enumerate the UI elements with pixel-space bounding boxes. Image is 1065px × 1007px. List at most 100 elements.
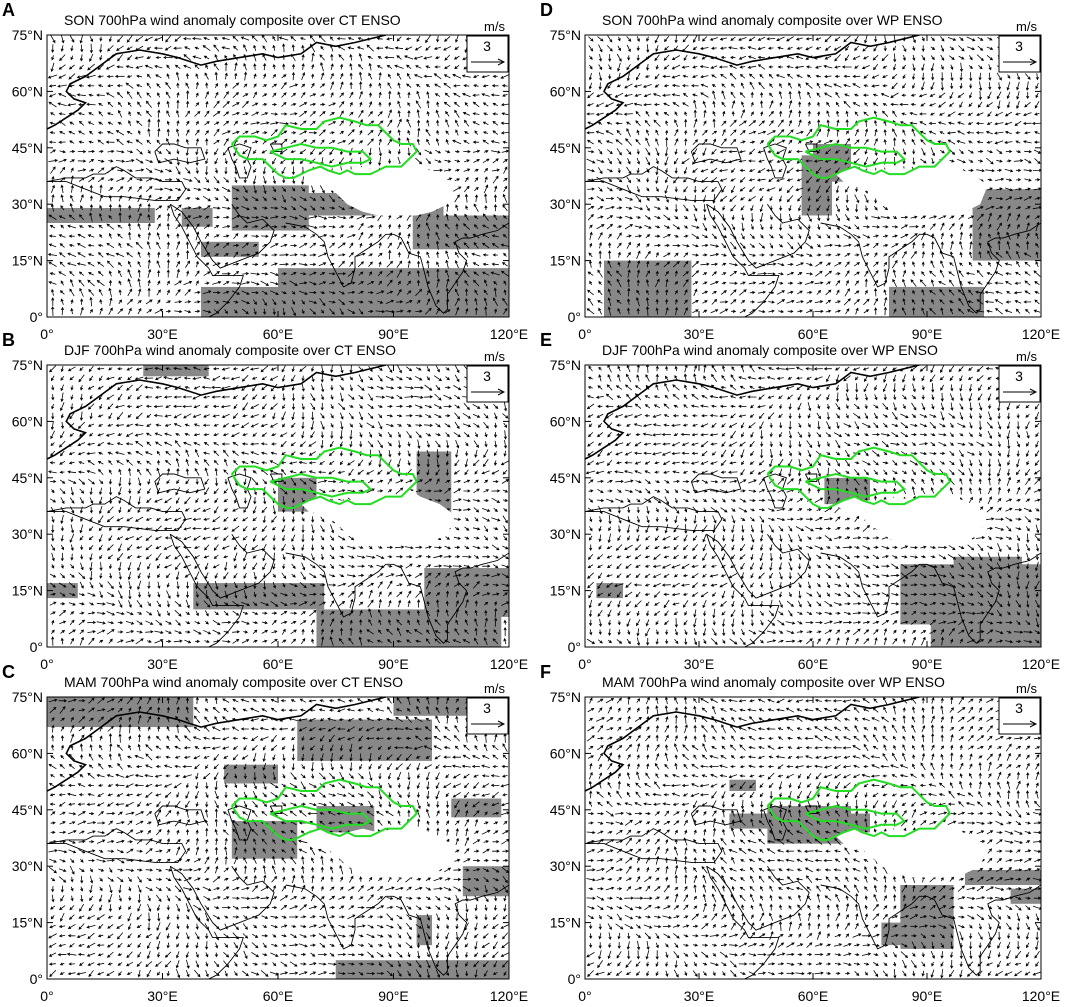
coastline	[585, 365, 920, 460]
significance-shading	[224, 764, 278, 784]
significance-shading	[143, 365, 209, 377]
y-tick-label: 60°N	[12, 83, 43, 99]
y-tick-label: 30°N	[12, 196, 43, 212]
y-tick-label: 75°N	[550, 689, 581, 705]
y-tick-label: 30°N	[12, 858, 43, 874]
study-region-outline	[804, 472, 906, 498]
wind-vector-field	[48, 697, 509, 979]
ref-vector-value: 3	[483, 38, 491, 54]
y-tick-label: 15°N	[550, 915, 581, 931]
coastline	[47, 365, 386, 460]
x-tick-label: 30°E	[684, 326, 715, 342]
coastline	[227, 805, 252, 841]
panel-title: SON 700hPa wind anomaly composite over C…	[64, 12, 401, 28]
y-tick-label: 0°	[30, 639, 43, 655]
coastline	[690, 805, 742, 826]
coastline	[269, 473, 283, 483]
panel-title: MAM 700hPa wind anomaly composite over W…	[602, 674, 945, 690]
x-tick-label: 120°E	[490, 988, 528, 1004]
x-tick-label: 0°	[578, 326, 591, 342]
ref-vector-arrow	[1003, 388, 1038, 396]
significance-shading	[393, 697, 490, 716]
x-tick-label: 60°E	[798, 656, 829, 672]
coastline	[47, 166, 187, 201]
y-tick-label: 15°N	[550, 253, 581, 269]
y-tick-label: 60°N	[12, 413, 43, 429]
wind-vector-field	[586, 697, 1041, 979]
map-panel-b: 0° 30°E 60°E 90°E 120°E 75°N 60°N 45°N 30°N 15°N 0…	[2, 330, 528, 672]
x-tick-label: 0°	[40, 326, 53, 342]
ref-vector-box	[466, 697, 509, 735]
x-tick-label: 120°E	[1022, 326, 1060, 342]
wind-vector-field	[48, 365, 509, 646]
ref-vector-box	[466, 365, 509, 403]
ref-vector-arrow	[1003, 58, 1038, 66]
map-panel-c: 0° 30°E 60°E 90°E 120°E 75°N 60°N 45°N 30°N 15°N 0…	[2, 662, 528, 1004]
significance-shading	[953, 556, 1022, 591]
study-region-outline	[804, 142, 906, 168]
y-tick-label: 0°	[568, 971, 581, 987]
x-tick-label: 90°E	[378, 326, 409, 342]
y-tick-label: 75°N	[550, 27, 581, 43]
coastline	[763, 473, 787, 509]
panel-letter: A	[2, 0, 15, 20]
coastline	[706, 865, 810, 931]
coastline	[285, 552, 509, 644]
ref-vector-box	[466, 35, 509, 73]
ref-vector-arrow	[471, 58, 506, 66]
x-tick-label: 30°E	[684, 656, 715, 672]
coastline	[763, 143, 787, 179]
study-region-outline	[269, 804, 373, 830]
map-panel-d: 0° 30°E 60°E 90°E 120°E 75°N 60°N 45°N 30°N 15°N 0…	[540, 0, 1060, 342]
significance-shading	[965, 869, 1041, 885]
x-tick-label: 30°E	[147, 988, 178, 1004]
significance-shading	[297, 719, 432, 761]
ref-vector-arrow	[471, 388, 506, 396]
coastline	[47, 35, 386, 130]
wind-vector-field	[47, 35, 509, 317]
ref-vector-arrow	[1003, 720, 1038, 728]
x-tick-label: 30°E	[147, 326, 178, 342]
x-tick-label: 30°E	[147, 656, 178, 672]
coastline	[690, 143, 742, 164]
coastline	[820, 884, 1041, 976]
y-tick-label: 60°N	[550, 413, 581, 429]
study-region-outline	[269, 472, 373, 498]
ref-vector-arrow	[471, 720, 506, 728]
y-tick-label: 45°N	[550, 802, 581, 818]
y-tick-label: 75°N	[12, 357, 43, 373]
y-tick-label: 30°N	[550, 196, 581, 212]
y-tick-label: 60°N	[550, 745, 581, 761]
coastline	[169, 203, 275, 269]
coastline	[804, 805, 818, 815]
panel-letter: C	[2, 662, 15, 682]
y-tick-label: 45°N	[12, 802, 43, 818]
study-region-outline	[766, 116, 952, 179]
coastline	[47, 496, 187, 531]
y-tick-label: 15°N	[12, 915, 43, 931]
study-region-outline	[804, 804, 906, 830]
ref-vector-value: 3	[483, 700, 491, 716]
y-tick-label: 75°N	[12, 27, 43, 43]
x-tick-label: 0°	[578, 988, 591, 1004]
x-tick-label: 90°E	[912, 988, 943, 1004]
coastline	[706, 534, 780, 647]
coastline	[585, 828, 723, 863]
x-tick-label: 90°E	[912, 326, 943, 342]
wind-vector-field	[585, 365, 1041, 646]
y-tick-label: 0°	[568, 639, 581, 655]
x-tick-label: 60°E	[263, 326, 294, 342]
significance-shading	[201, 286, 278, 317]
coastline	[269, 805, 283, 815]
ref-vector-value: 3	[483, 368, 491, 384]
x-tick-label: 60°E	[263, 656, 294, 672]
x-tick-label: 60°E	[798, 326, 829, 342]
coastline	[585, 35, 920, 130]
study-region-outline	[230, 116, 418, 179]
y-tick-label: 75°N	[550, 357, 581, 373]
panel-letter: F	[540, 662, 551, 682]
x-tick-label: 0°	[40, 656, 53, 672]
ref-vector-value: 3	[1015, 700, 1023, 716]
coastline	[227, 143, 252, 179]
ref-vector-box	[998, 697, 1041, 735]
